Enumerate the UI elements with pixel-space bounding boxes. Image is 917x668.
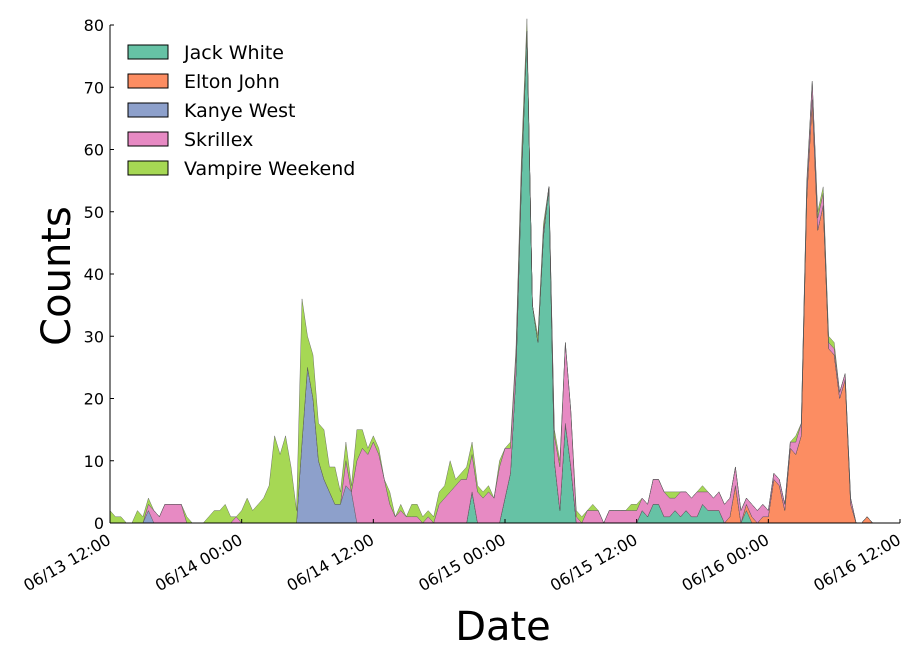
y-tick-label: 50 <box>84 203 104 222</box>
y-tick-label: 30 <box>84 327 104 346</box>
y-tick-label: 70 <box>84 78 104 97</box>
x-tick-label: 06/14 00:00 <box>152 530 246 595</box>
legend-label: Skrillex <box>184 129 253 151</box>
y-tick-label: 10 <box>84 452 104 471</box>
legend-label: Elton John <box>184 71 280 93</box>
y-tick-label: 80 <box>84 16 104 35</box>
area-vampire-weekend <box>109 18 900 524</box>
y-ticks: 0 10 20 30 40 50 60 70 80 <box>84 16 114 533</box>
x-tick-label: 06/15 00:00 <box>415 530 509 595</box>
x-tick-label: 06/16 12:00 <box>810 530 904 595</box>
y-axis-title: Counts <box>34 206 80 346</box>
x-tick-label: 06/14 12:00 <box>284 530 378 595</box>
area-layers <box>109 18 900 524</box>
legend-label: Jack White <box>183 42 284 64</box>
x-tick-label: 06/15 12:00 <box>547 530 641 595</box>
x-axis-title: Date <box>455 604 551 650</box>
x-tick-label: 06/16 00:00 <box>679 530 773 595</box>
y-tick-label: 60 <box>84 141 104 160</box>
legend-swatch <box>127 73 169 89</box>
y-tick-label: 0 <box>94 514 104 533</box>
legend-label: Vampire Weekend <box>184 158 355 180</box>
legend-swatch <box>127 102 169 118</box>
y-tick-label: 20 <box>84 390 104 409</box>
legend-label: Kanye West <box>184 100 296 122</box>
y-tick-label: 40 <box>84 265 104 284</box>
legend-swatch <box>127 44 169 60</box>
x-ticks: 06/13 12:00 06/14 00:00 06/14 12:00 06/15 0… <box>20 519 904 595</box>
x-tick-label: 06/13 12:00 <box>20 530 114 595</box>
legend-swatch <box>127 131 169 147</box>
legend: Jack White Elton John Kanye West Skrillex Va… <box>127 42 355 180</box>
legend-swatch <box>127 160 169 176</box>
